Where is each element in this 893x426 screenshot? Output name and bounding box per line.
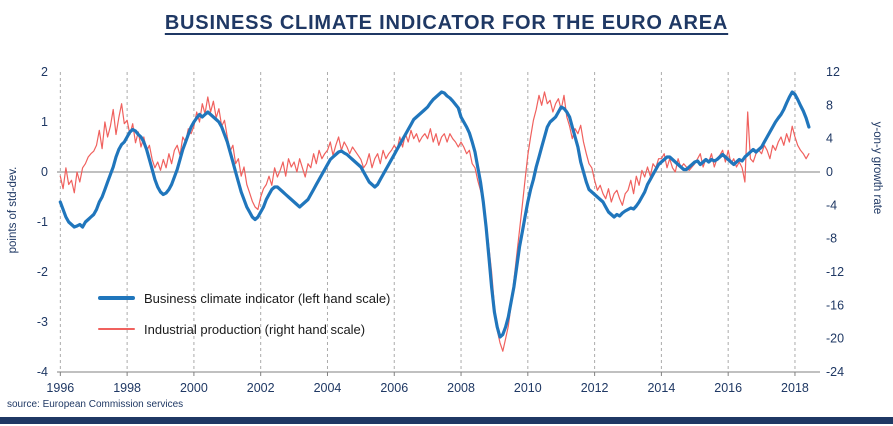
svg-text:2: 2 [41,65,48,79]
bci-legend-label: Business climate indicator (left hand sc… [144,290,391,306]
svg-text:0: 0 [826,165,833,179]
svg-text:-20: -20 [826,332,844,346]
source-note: source: European Commission services [7,399,184,410]
svg-text:2016: 2016 [714,381,742,395]
svg-text:-3: -3 [37,315,48,329]
bci-line-swatch [98,296,135,300]
svg-text:2018: 2018 [781,381,809,395]
svg-text:4: 4 [826,132,833,146]
svg-text:-4: -4 [37,365,48,379]
svg-text:2000: 2000 [180,381,208,395]
footer-bar [0,417,893,424]
svg-text:y-on-y growth rate: y-on-y growth rate [871,122,883,215]
svg-text:0: 0 [41,165,48,179]
svg-text:12: 12 [826,65,840,79]
svg-text:2006: 2006 [380,381,408,395]
svg-text:-1: -1 [37,215,48,229]
ip-line-swatch [98,328,135,330]
svg-text:-24: -24 [826,365,844,379]
legend-item-ip: Industrial production (right hand scale) [98,318,390,340]
svg-text:-8: -8 [826,232,837,246]
svg-text:2014: 2014 [647,381,675,395]
svg-text:2002: 2002 [247,381,275,395]
svg-text:-4: -4 [826,198,837,212]
svg-text:8: 8 [826,98,833,112]
svg-text:-2: -2 [37,265,48,279]
svg-text:2010: 2010 [514,381,542,395]
legend-item-bci: Business climate indicator (left hand sc… [98,287,390,309]
ip-legend-label: Industrial production (right hand scale) [144,321,366,337]
svg-text:1: 1 [41,115,48,129]
svg-text:1998: 1998 [113,381,141,395]
svg-text:2008: 2008 [447,381,475,395]
svg-text:2012: 2012 [581,381,609,395]
chart-title: BUSINESS CLIMATE INDICATOR FOR THE EURO … [164,12,729,34]
svg-text:1996: 1996 [46,381,74,395]
svg-text:2004: 2004 [314,381,342,395]
svg-text:-12: -12 [826,265,844,279]
svg-text:points of std-dev.: points of std-dev. [7,167,19,254]
svg-text:-16: -16 [826,298,844,312]
chart-legend: Business climate indicator (left hand sc… [98,287,390,349]
